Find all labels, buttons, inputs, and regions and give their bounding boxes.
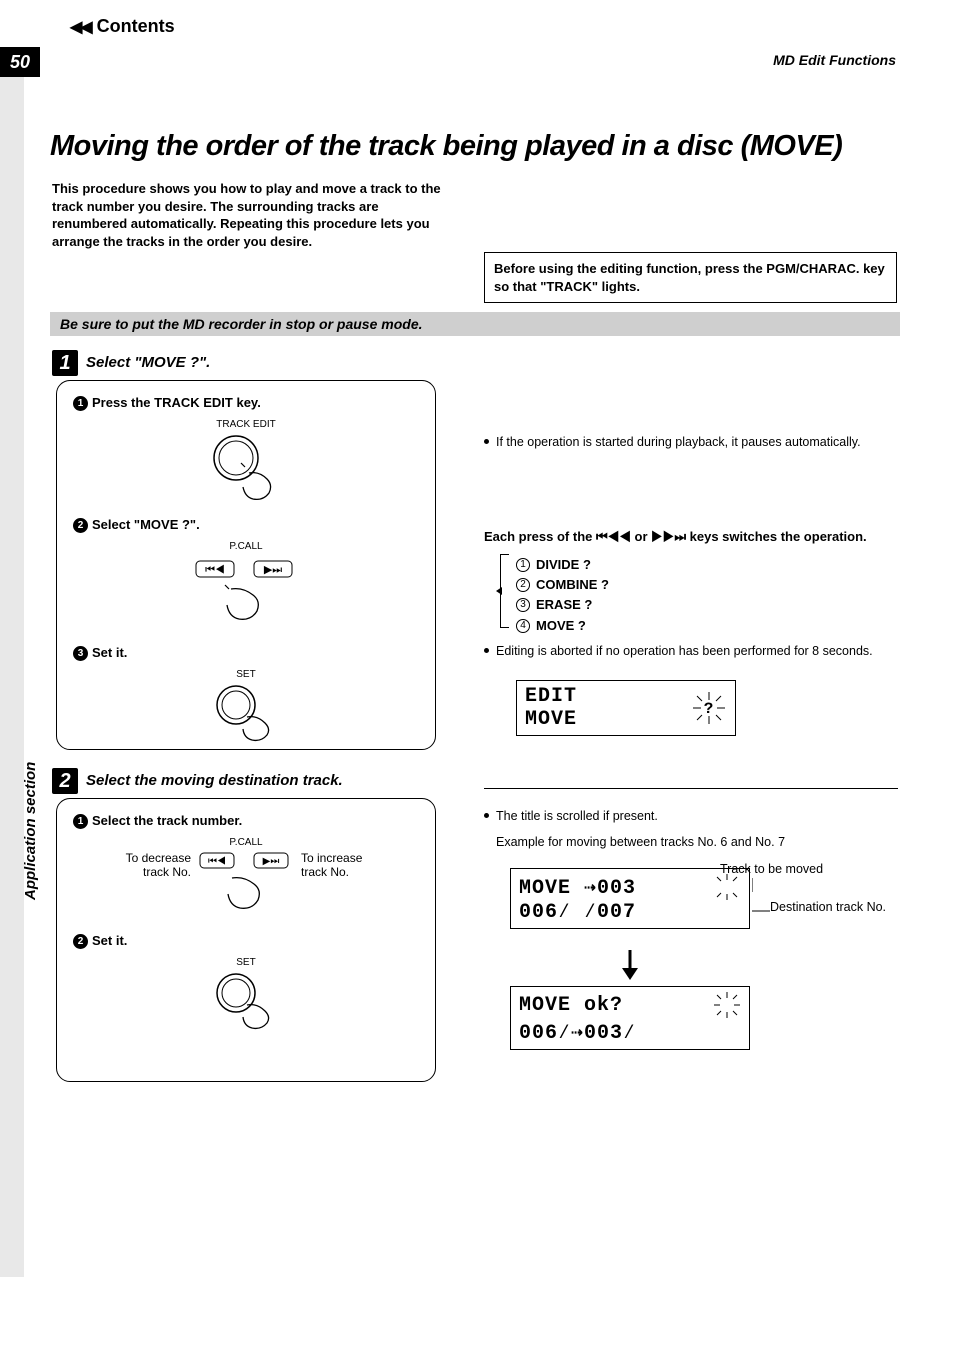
svg-text:▶⏭: ▶⏭ [263, 856, 280, 867]
decrease-track-label: To decrease track No. [101, 837, 191, 879]
step-2-label: Select the moving destination track. [86, 772, 343, 789]
blink-spark-icon: ? [691, 690, 727, 726]
contents-link-label: Contents [97, 16, 175, 37]
increase-track-label: To increase track No. [301, 837, 391, 879]
svg-text:?: ? [704, 700, 715, 718]
lcd1-line1: EDIT [525, 685, 577, 708]
skip-fwd-inline-icon: ▶▶⏭ [651, 529, 686, 544]
back-arrows-icon: ◀◀ [70, 17, 91, 37]
svg-text:⏮◀: ⏮◀ [205, 564, 225, 576]
destination-track-annotation: Destination track No. [770, 900, 890, 914]
circled-number-icon: 1 [516, 558, 530, 572]
page-title: Moving the order of the track being play… [50, 130, 842, 163]
press-hand-icon [206, 872, 286, 918]
set-button-figure-1: SET [73, 669, 419, 743]
blink-spark-icon [713, 991, 741, 1019]
switch-operation-heading: Each press of the ⏮◀◀ or ▶▶⏭ keys switch… [484, 528, 899, 546]
scroll-note-text: The title is scrolled if present. [496, 808, 658, 826]
step-1-sub-3-text: Set it. [92, 645, 127, 660]
step-2-sub-1-text: Select the track number. [92, 813, 242, 828]
step-2-box: 1 Select the track number. To decrease tr… [56, 798, 436, 1082]
step-1-box: 1Press the TRACK EDIT key. TRACK EDIT 2S… [56, 380, 436, 750]
separator-line [484, 788, 898, 789]
bullet-icon [484, 439, 489, 444]
set-button-label-1: SET [236, 669, 255, 680]
circled-number-icon: 4 [516, 619, 530, 633]
circled-1-icon: 1 [73, 814, 88, 829]
step-2-sub-2-text: Set it. [92, 933, 127, 948]
step-2-sub-2: 2 Set it. [73, 933, 419, 949]
step-1-sub-1-text: Press the TRACK EDIT key. [92, 395, 261, 410]
pcall-label: P.CALL [229, 541, 262, 552]
press-button-icon [201, 433, 291, 503]
skip-fwd-key-icon: ▶⏭ [253, 848, 293, 872]
mode-warning-bar: Be sure to put the MD recorder in stop o… [50, 312, 900, 336]
circled-number-icon: 3 [516, 598, 530, 612]
set-button-figure-2: SET [73, 957, 419, 1031]
press-button-icon [201, 971, 291, 1031]
circled-1-icon: 1 [73, 396, 88, 411]
page-number-badge: 50 [0, 47, 40, 77]
contents-link[interactable]: ◀◀ Contents [70, 16, 175, 37]
track-edit-button-figure: TRACK EDIT [73, 419, 419, 503]
skip-back-key-icon: ⏮◀ [195, 555, 239, 581]
circled-2-icon: 2 [73, 934, 88, 949]
lcd-display-move-before: MOVE ⇢003 006⁄ ⁄007 [510, 868, 750, 929]
op-row-move: 4 MOVE ? [516, 617, 899, 635]
pause-note-text: If the operation is started during playb… [496, 434, 861, 452]
annotation-line-icon [752, 878, 772, 892]
track-edit-button-label: TRACK EDIT [216, 419, 275, 430]
lcd1-line2: MOVE [525, 708, 577, 731]
press-hand-icon [201, 581, 291, 631]
set-button-label-2: SET [236, 957, 255, 968]
step-1-label: Select "MOVE ?". [86, 354, 210, 371]
left-margin-strip [0, 77, 24, 1277]
pcall-buttons-figure: P.CALL ⏮◀ ▶⏭ [73, 541, 419, 631]
intro-paragraph: This procedure shows you how to play and… [52, 180, 452, 250]
op-row-erase: 3 ERASE ? [516, 596, 899, 614]
circled-3-icon: 3 [73, 646, 88, 661]
bullet-icon [484, 813, 489, 818]
skip-back-inline-icon: ⏮◀◀ [596, 529, 631, 544]
side-section-label: Application section [22, 762, 39, 900]
circled-number-icon: 2 [516, 578, 530, 592]
annotation-line-icon [752, 910, 770, 912]
lcd3-line2: 006⁄⇢003⁄ [519, 1019, 741, 1045]
step-1-sub-2-text: Select "MOVE ?". [92, 517, 200, 532]
press-button-icon [201, 683, 291, 743]
operation-cycle-list: 1 DIVIDE ? 2 COMBINE ? 3 ERASE ? 4 MOVE ? [516, 556, 899, 635]
lcd-display-move-confirm: MOVE ok? 006⁄⇢003⁄ [510, 986, 750, 1050]
step-2-badge: 2 [52, 768, 78, 794]
svg-text:⏮◀: ⏮◀ [208, 856, 226, 867]
bullet-icon [484, 648, 489, 653]
pcall-label-2: P.CALL [199, 837, 293, 848]
op-label: ERASE ? [536, 596, 592, 614]
down-arrow-icon [618, 950, 642, 980]
lcd-display-edit-move: EDIT MOVE ? [516, 680, 736, 736]
svg-text:▶⏭: ▶⏭ [264, 564, 282, 576]
op-label: MOVE ? [536, 617, 586, 635]
op-row-divide: 1 DIVIDE ? [516, 556, 899, 574]
step-1-sub-2: 2 Select "MOVE ?". [73, 517, 419, 533]
op-label: DIVIDE ? [536, 556, 591, 574]
step-1-sub-1: 1 Press the TRACK EDIT key. [73, 395, 419, 411]
lcd2-line1: MOVE ⇢003 [519, 874, 636, 900]
step-2-sub-1: 1 Select the track number. [73, 813, 419, 829]
lcd2-line2: 006⁄ ⁄007 [519, 901, 741, 924]
example-label: Example for moving between tracks No. 6 … [496, 834, 899, 852]
blink-spark-icon [713, 873, 741, 901]
right-col-pause-note: If the operation is started during playb… [484, 434, 899, 458]
abort-note-text: Editing is aborted if no operation has b… [496, 643, 873, 661]
section-title-right: MD Edit Functions [773, 52, 896, 68]
step-1-badge: 1 [52, 350, 78, 376]
circled-2-icon: 2 [73, 518, 88, 533]
step-1-sub-3: 3 Set it. [73, 645, 419, 661]
skip-fwd-key-icon: ▶⏭ [253, 555, 297, 581]
track-to-move-annotation: Track to be moved [720, 862, 823, 876]
lcd3-line1: MOVE ok? [519, 994, 623, 1017]
op-label: COMBINE ? [536, 576, 609, 594]
pre-edit-note-box: Before using the editing function, press… [484, 252, 897, 303]
op-row-combine: 2 COMBINE ? [516, 576, 899, 594]
skip-back-key-icon: ⏮◀ [199, 848, 239, 872]
